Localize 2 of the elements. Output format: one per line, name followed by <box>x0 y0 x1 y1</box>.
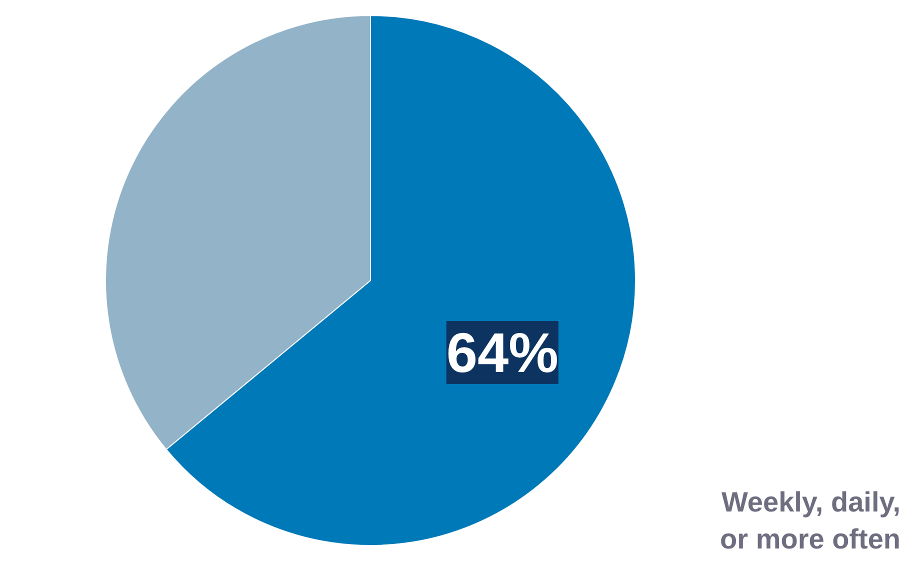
slice-label: Weekly, daily, or more often <box>720 486 901 555</box>
data-label: 64% <box>446 321 558 384</box>
